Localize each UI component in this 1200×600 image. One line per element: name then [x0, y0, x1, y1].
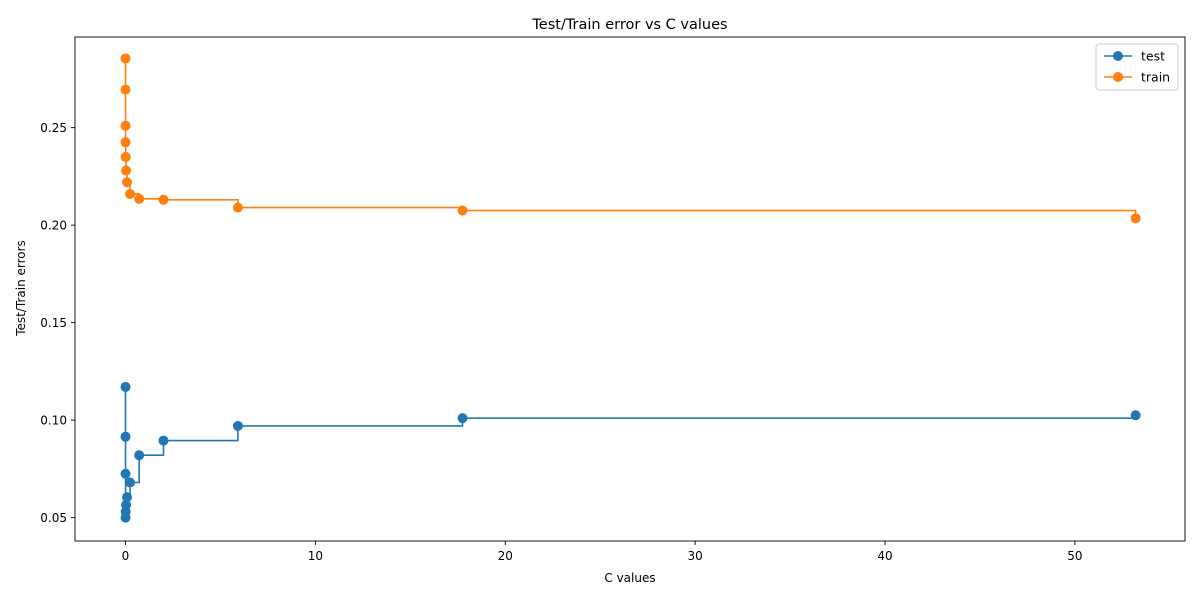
data-point-test	[158, 435, 169, 446]
series-test	[120, 381, 1141, 523]
x-axis: 0 10 20 30 40 50	[122, 541, 1083, 563]
series-train	[120, 53, 1141, 224]
data-point-train	[121, 165, 132, 176]
data-point-test	[1130, 410, 1141, 421]
legend-item-train: train	[1104, 70, 1170, 85]
data-point-train	[1130, 213, 1141, 224]
y-tick-label: 0.20	[40, 219, 67, 233]
data-point-train	[120, 84, 131, 95]
data-point-test	[134, 450, 145, 461]
y-axis: 0.05 0.10 0.15 0.20 0.25	[40, 121, 75, 525]
data-point-train	[120, 137, 131, 148]
data-point-test	[232, 420, 243, 431]
data-point-test	[120, 468, 131, 479]
y-tick-label: 0.05	[40, 511, 67, 525]
data-point-test	[120, 431, 131, 442]
data-point-train	[134, 193, 145, 204]
x-tick-label: 30	[687, 549, 702, 563]
data-point-test	[121, 499, 132, 510]
y-tick-label: 0.10	[40, 414, 67, 428]
y-axis-label: Test/Train errors	[14, 240, 28, 337]
data-point-train	[122, 177, 133, 188]
data-point-test	[122, 492, 133, 503]
data-point-train	[120, 53, 131, 64]
data-point-test	[457, 413, 468, 424]
legend: test train	[1095, 43, 1179, 91]
legend-item-test: test	[1104, 49, 1165, 64]
x-tick-label: 10	[308, 549, 323, 563]
data-point-test	[125, 477, 136, 488]
series-layer	[120, 53, 1141, 523]
x-tick-label: 0	[122, 549, 130, 563]
data-point-train	[120, 120, 131, 131]
x-tick-label: 50	[1067, 549, 1082, 563]
data-point-train	[232, 202, 243, 213]
data-point-train	[457, 205, 468, 216]
y-tick-label: 0.25	[40, 121, 67, 135]
legend-marker-test	[1113, 51, 1123, 61]
data-point-test	[120, 381, 131, 392]
legend-marker-train	[1113, 72, 1123, 82]
x-tick-label: 20	[498, 549, 513, 563]
y-tick-label: 0.15	[40, 316, 67, 330]
x-tick-label: 40	[877, 549, 892, 563]
data-point-train	[120, 151, 131, 162]
legend-label-test: test	[1141, 49, 1165, 64]
data-point-train	[125, 188, 136, 199]
plot-frame	[74, 36, 1186, 542]
x-axis-label: C values	[604, 571, 655, 585]
legend-label-train: train	[1141, 70, 1170, 85]
data-point-train	[158, 194, 169, 205]
chart-title: Test/Train error vs C values	[531, 17, 727, 33]
